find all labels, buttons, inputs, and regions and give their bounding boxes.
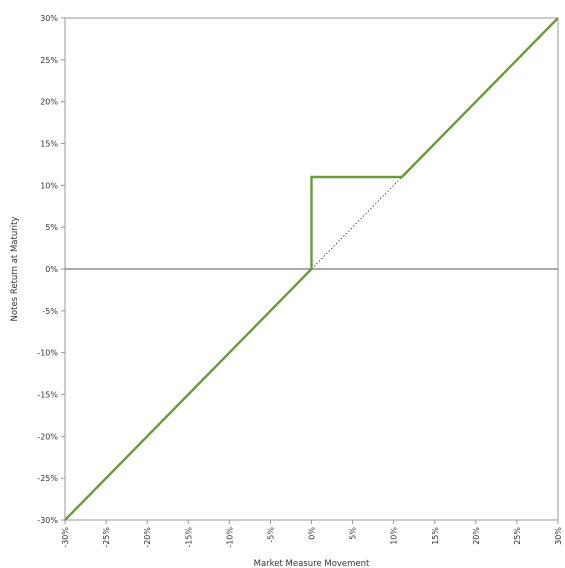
y-tick-label: -20%: [37, 432, 58, 441]
y-tick-label: -5%: [42, 307, 58, 316]
x-axis-title: Market Measure Movement: [254, 559, 370, 568]
x-tick-label: 30%: [554, 527, 563, 545]
x-tick-label: -5%: [266, 527, 275, 543]
y-tick-label: -15%: [37, 391, 58, 400]
x-tick-label: 15%: [431, 527, 440, 545]
payoff-line: [64, 17, 559, 521]
y-tick-label: -10%: [37, 349, 58, 358]
y-tick-label: 15%: [40, 140, 58, 149]
x-tick-label: -25%: [102, 527, 111, 548]
x-tick-label: -30%: [61, 527, 70, 548]
y-tick-label: 10%: [40, 181, 58, 190]
y-tick-label: 5%: [45, 223, 58, 232]
x-tick-label: 20%: [472, 527, 481, 545]
y-tick-label: 20%: [40, 98, 58, 107]
x-tick-label: 25%: [513, 527, 522, 545]
y-axis-title: Notes Return at Maturity: [10, 217, 20, 322]
x-tick-label: -20%: [143, 527, 152, 548]
y-tick-label: -25%: [37, 474, 58, 483]
x-tick-label: -10%: [225, 527, 234, 548]
reference-diagonal-line: [311, 176, 403, 270]
x-tick-label: -15%: [184, 527, 193, 548]
x-tick-label: 0%: [308, 527, 317, 540]
y-tick-label: 0%: [45, 265, 58, 274]
y-tick-label: -30%: [37, 516, 58, 525]
x-tick-label: 5%: [349, 527, 358, 540]
x-tick-label: 10%: [390, 527, 399, 545]
y-tick-label: 25%: [40, 56, 58, 65]
y-tick-label: 30%: [40, 14, 58, 23]
